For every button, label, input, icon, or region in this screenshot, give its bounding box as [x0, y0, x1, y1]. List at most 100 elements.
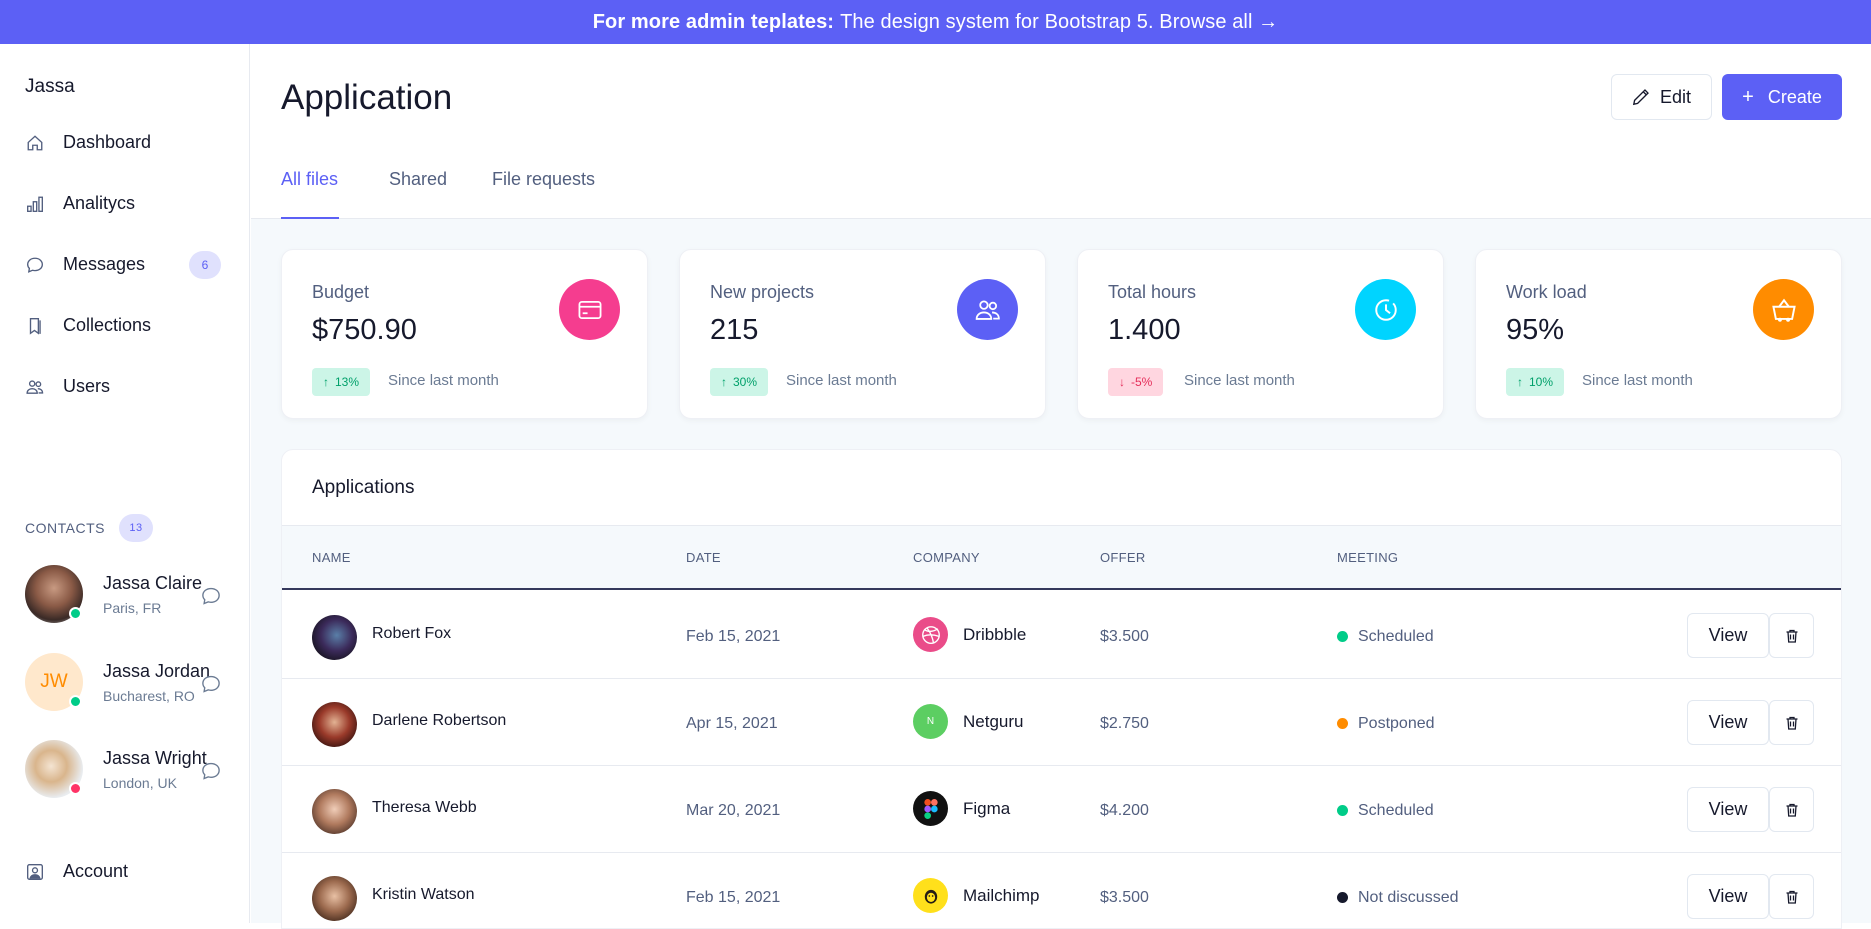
stat-value: 1.400 [1108, 314, 1181, 346]
bar-chart-icon [25, 194, 45, 214]
tab-file-requests[interactable]: File requests [492, 169, 596, 189]
applicant-name[interactable]: Robert Fox [372, 625, 452, 642]
online-status-dot [69, 607, 82, 620]
stat-change-value: 30% [733, 375, 758, 389]
tab-shared[interactable]: Shared [389, 169, 448, 189]
banner-link-text[interactable]: The design system for Bootstrap 5. Brows… [840, 10, 1279, 33]
company-name: Figma [963, 799, 1011, 818]
view-button[interactable]: View [1687, 787, 1769, 832]
chat-icon [25, 255, 45, 275]
sidebar-item-collections[interactable]: Collections [25, 315, 151, 336]
arrow-up-icon: ↑ [1517, 375, 1523, 389]
contact-location: Bucharest, RO [103, 687, 195, 704]
page-header: Application Edit + Create All files Shar… [251, 44, 1871, 219]
chat-icon[interactable] [201, 674, 221, 699]
view-button[interactable]: View [1687, 874, 1769, 919]
house-icon [25, 133, 45, 153]
sidebar-item-label: Analitycs [63, 193, 136, 213]
meeting-status: Scheduled [1358, 802, 1434, 819]
column-header-date[interactable]: DATE [686, 550, 721, 565]
messages-count-badge: 6 [189, 250, 221, 279]
stat-value: $750.90 [312, 314, 417, 346]
edit-label: Edit [1659, 86, 1692, 107]
dribbble-logo-icon [913, 617, 948, 652]
trash-icon [1784, 715, 1800, 731]
stat-since: Since last month [1582, 372, 1693, 389]
online-status-dot [69, 695, 82, 708]
sidebar-item-users[interactable]: Users [25, 376, 110, 397]
chat-icon[interactable] [201, 586, 221, 611]
arrow-up-icon: ↑ [323, 375, 329, 389]
tab-all-files[interactable]: All files [281, 169, 339, 189]
delete-button[interactable] [1769, 613, 1814, 658]
brand-logo[interactable]: Jassa [25, 76, 75, 97]
stat-since: Since last month [1184, 372, 1295, 389]
stat-label: Work load [1506, 282, 1587, 302]
contact-item[interactable]: Jassa Wright London, UK [25, 740, 235, 798]
figma-logo-icon [913, 791, 948, 826]
applicant-name[interactable]: Darlene Robertson [372, 712, 507, 729]
offer-amount: $4.200 [1100, 802, 1149, 819]
avatar [312, 702, 357, 747]
active-tab-indicator [281, 217, 339, 219]
company-name: Netguru [963, 712, 1024, 731]
create-button[interactable]: + Create [1722, 74, 1842, 120]
trash-icon [1784, 802, 1800, 818]
stat-since: Since last month [388, 372, 499, 389]
netguru-logo-icon: N [913, 704, 948, 739]
sidebar-item-label: Collections [63, 315, 152, 335]
stat-label: Total hours [1108, 282, 1197, 302]
contact-item[interactable]: Jassa Claire Paris, FR [25, 565, 235, 623]
contacts-title: CONTACTS [25, 520, 105, 536]
applicant-name[interactable]: Theresa Webb [372, 799, 477, 816]
meeting-status-dot [1337, 805, 1348, 816]
sidebar-item-messages[interactable]: Messages 6 [25, 250, 221, 279]
clock-icon [1355, 279, 1416, 340]
application-date: Feb 15, 2021 [686, 628, 781, 645]
main-content: Application Edit + Create All files Shar… [251, 44, 1871, 929]
company-name: Dribbble [963, 625, 1027, 644]
sidebar-item-analytics[interactable]: Analitycs [25, 193, 135, 214]
table-row: Theresa Webb Mar 20, 2021 Figma $4.200 S… [282, 766, 1841, 853]
view-button[interactable]: View [1687, 700, 1769, 745]
avatar [312, 615, 357, 660]
stat-change-value: 13% [335, 375, 360, 389]
edit-button[interactable]: Edit [1611, 74, 1712, 120]
meeting-status-dot [1337, 718, 1348, 729]
mailchimp-logo-icon [913, 878, 948, 913]
promo-banner[interactable]: For more admin teplates: The design syst… [0, 0, 1871, 44]
banner-bold-text: For more admin teplates: [592, 10, 835, 33]
avatar [25, 740, 83, 798]
stat-card-budget: Budget $750.90 ↑ 13% Since last month [281, 249, 648, 419]
credit-card-icon [559, 279, 620, 340]
sidebar-item-dashboard[interactable]: Dashboard [25, 132, 151, 153]
sidebar: Jassa Dashboard Analitycs Messages 6 Col… [0, 44, 250, 923]
page-title: Application [281, 78, 453, 117]
column-header-offer[interactable]: OFFER [1100, 550, 1146, 565]
sidebar-item-label: Messages [63, 254, 146, 274]
meeting-status: Scheduled [1358, 628, 1434, 645]
plus-icon: + [1742, 86, 1754, 108]
contact-item[interactable]: JW Jassa Jordan Bucharest, RO [25, 653, 235, 711]
sidebar-item-account[interactable]: Account [25, 861, 128, 882]
applications-table-card: Applications NAME DATE COMPANY OFFER MEE… [281, 449, 1842, 929]
delete-button[interactable] [1769, 700, 1814, 745]
contact-name: Jassa Jordan [103, 660, 211, 681]
column-header-name[interactable]: NAME [312, 550, 351, 565]
column-header-meeting[interactable]: MEETING [1337, 550, 1399, 565]
meeting-status: Postponed [1358, 715, 1435, 732]
delete-button[interactable] [1769, 787, 1814, 832]
delete-button[interactable] [1769, 874, 1814, 919]
stat-change-badge: ↑ 10% [1506, 368, 1565, 396]
table-header: NAME DATE COMPANY OFFER MEETING [282, 525, 1841, 590]
avatar [312, 789, 357, 834]
stat-label: Budget [312, 282, 370, 302]
offer-amount: $2.750 [1100, 715, 1149, 732]
column-header-company[interactable]: COMPANY [913, 550, 980, 565]
stat-change-badge: ↑ 13% [312, 368, 371, 396]
bookmarks-icon [25, 316, 45, 336]
view-button[interactable]: View [1687, 613, 1769, 658]
applicant-name[interactable]: Kristin Watson [372, 886, 475, 903]
chat-icon[interactable] [201, 761, 221, 786]
stat-change-badge: ↑ 30% [710, 368, 769, 396]
